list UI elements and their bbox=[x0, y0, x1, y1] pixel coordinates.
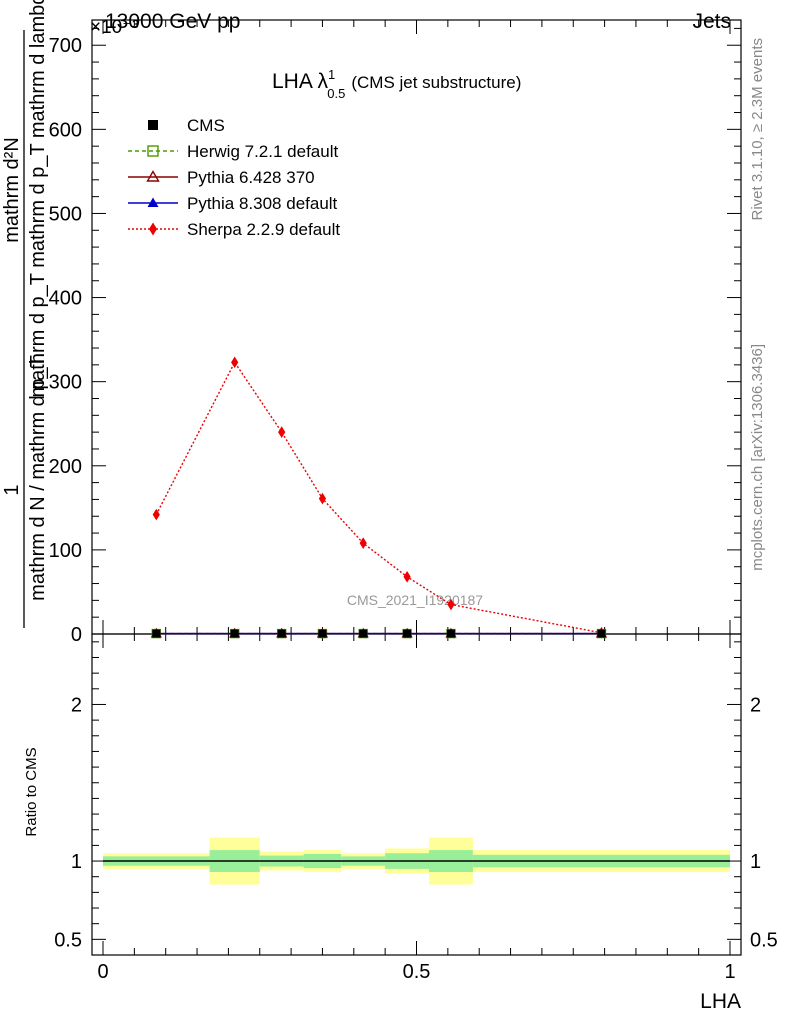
series-layer bbox=[150, 356, 608, 639]
data-point bbox=[447, 598, 455, 611]
ratio-tick-label-right: 2 bbox=[750, 694, 761, 716]
watermark: CMS_2021_I1920187 bbox=[347, 592, 483, 608]
data-point bbox=[359, 629, 368, 638]
y-tick-label: 400 bbox=[49, 288, 82, 310]
legend-label: CMS bbox=[187, 116, 225, 135]
data-point bbox=[446, 629, 455, 638]
rivet-label: Rivet 3.1.10, ≥ 2.3M events bbox=[749, 38, 766, 221]
main-frame bbox=[91, 19, 742, 635]
main-ylabel: 1 mathrm d N / mathrm d p_T mathrm d²N m… bbox=[1, 0, 49, 628]
data-point bbox=[277, 629, 286, 638]
chart-title-sub: 0.5 bbox=[327, 86, 345, 101]
data-point bbox=[318, 492, 327, 505]
data-point bbox=[597, 629, 606, 638]
x-tick-label: 0 bbox=[97, 961, 108, 983]
ratio-frame bbox=[91, 633, 742, 956]
ratio-tick-label-right: 1 bbox=[750, 851, 761, 873]
legend-item: Pythia 6.428 370 bbox=[128, 168, 315, 187]
legend-item: Pythia 8.308 default bbox=[128, 194, 338, 213]
y-tick-label: 100 bbox=[49, 540, 82, 562]
legend-marker bbox=[147, 197, 159, 207]
header-right: Jets bbox=[692, 10, 731, 33]
series-pythia-8-308-default bbox=[151, 629, 606, 637]
data-point bbox=[403, 629, 412, 638]
legend-item: CMS bbox=[148, 116, 225, 135]
legend-marker bbox=[148, 120, 158, 130]
data-point bbox=[318, 629, 327, 638]
chart-title-main: LHA λ bbox=[272, 70, 329, 93]
x-axis-label: LHA bbox=[700, 990, 741, 1013]
chart-title-suffix: (CMS jet substructure) bbox=[351, 73, 521, 92]
data-point bbox=[152, 508, 160, 521]
legend-label: Pythia 6.428 370 bbox=[187, 168, 315, 187]
x-tick-label: 1 bbox=[724, 961, 735, 983]
y-tick-label: 0 bbox=[71, 624, 82, 646]
series-cms bbox=[152, 629, 606, 638]
legend-label: Sherpa 2.2.9 default bbox=[187, 220, 340, 239]
legend-marker bbox=[149, 222, 157, 236]
mcplots-label: mcplots.cern.ch [arXiv:1306.3436] bbox=[749, 344, 766, 571]
chart-title-sup: 1 bbox=[328, 67, 335, 82]
series-line bbox=[155, 360, 602, 634]
x-tick-label: 0.5 bbox=[403, 961, 431, 983]
ratio-tick-label-left: 0.5 bbox=[54, 929, 82, 951]
legend-marker bbox=[146, 170, 160, 182]
ylabel-pre-num: 1 bbox=[1, 484, 23, 495]
ratio-tick-label-left: 2 bbox=[71, 694, 82, 716]
ylabel-den: mathrm d p_T mathrm d p_T mathrm d lambd… bbox=[27, 0, 49, 397]
ratio-ylabel: Ratio to CMS bbox=[23, 747, 40, 836]
ratio-tick-label-left: 1 bbox=[71, 851, 82, 873]
legend-marker bbox=[147, 145, 159, 157]
data-point bbox=[359, 537, 367, 550]
data-point bbox=[152, 629, 161, 638]
legend-item: Herwig 7.2.1 default bbox=[128, 142, 338, 161]
y-tick-label: 600 bbox=[49, 119, 82, 141]
data-point bbox=[231, 356, 239, 369]
chart-title: LHA λ1 0.5 (CMS jet substructure) bbox=[272, 67, 521, 101]
legend-label: Herwig 7.2.1 default bbox=[187, 142, 338, 161]
ylabel-pre-den: mathrm d N / mathrm d p_T bbox=[27, 355, 49, 601]
exponent-label: ×10⁻³ bbox=[90, 17, 139, 38]
data-point bbox=[230, 629, 239, 638]
data-point bbox=[403, 570, 411, 583]
header-left: 13000 GeV pp bbox=[105, 10, 240, 33]
ratio-tick-label-right: 0.5 bbox=[750, 929, 778, 951]
legend: CMS Herwig 7.2.1 default Pythia 6.428 370 P… bbox=[128, 116, 340, 239]
legend-label: Pythia 8.308 default bbox=[187, 194, 338, 213]
y-tick-label: 300 bbox=[49, 372, 82, 394]
y-tick-label: 500 bbox=[49, 203, 82, 225]
y-tick-label: 700 bbox=[49, 35, 82, 57]
legend-item: Sherpa 2.2.9 default bbox=[128, 220, 340, 239]
y-tick-label: 200 bbox=[49, 456, 82, 478]
data-point bbox=[278, 426, 286, 438]
ylabel-num: mathrm d²N bbox=[1, 137, 23, 243]
axis-ticks: 0 100 200 300 400 500 600 700 0.5 0.5 1 1 2 2 0 0.5 1 bbox=[49, 20, 778, 983]
